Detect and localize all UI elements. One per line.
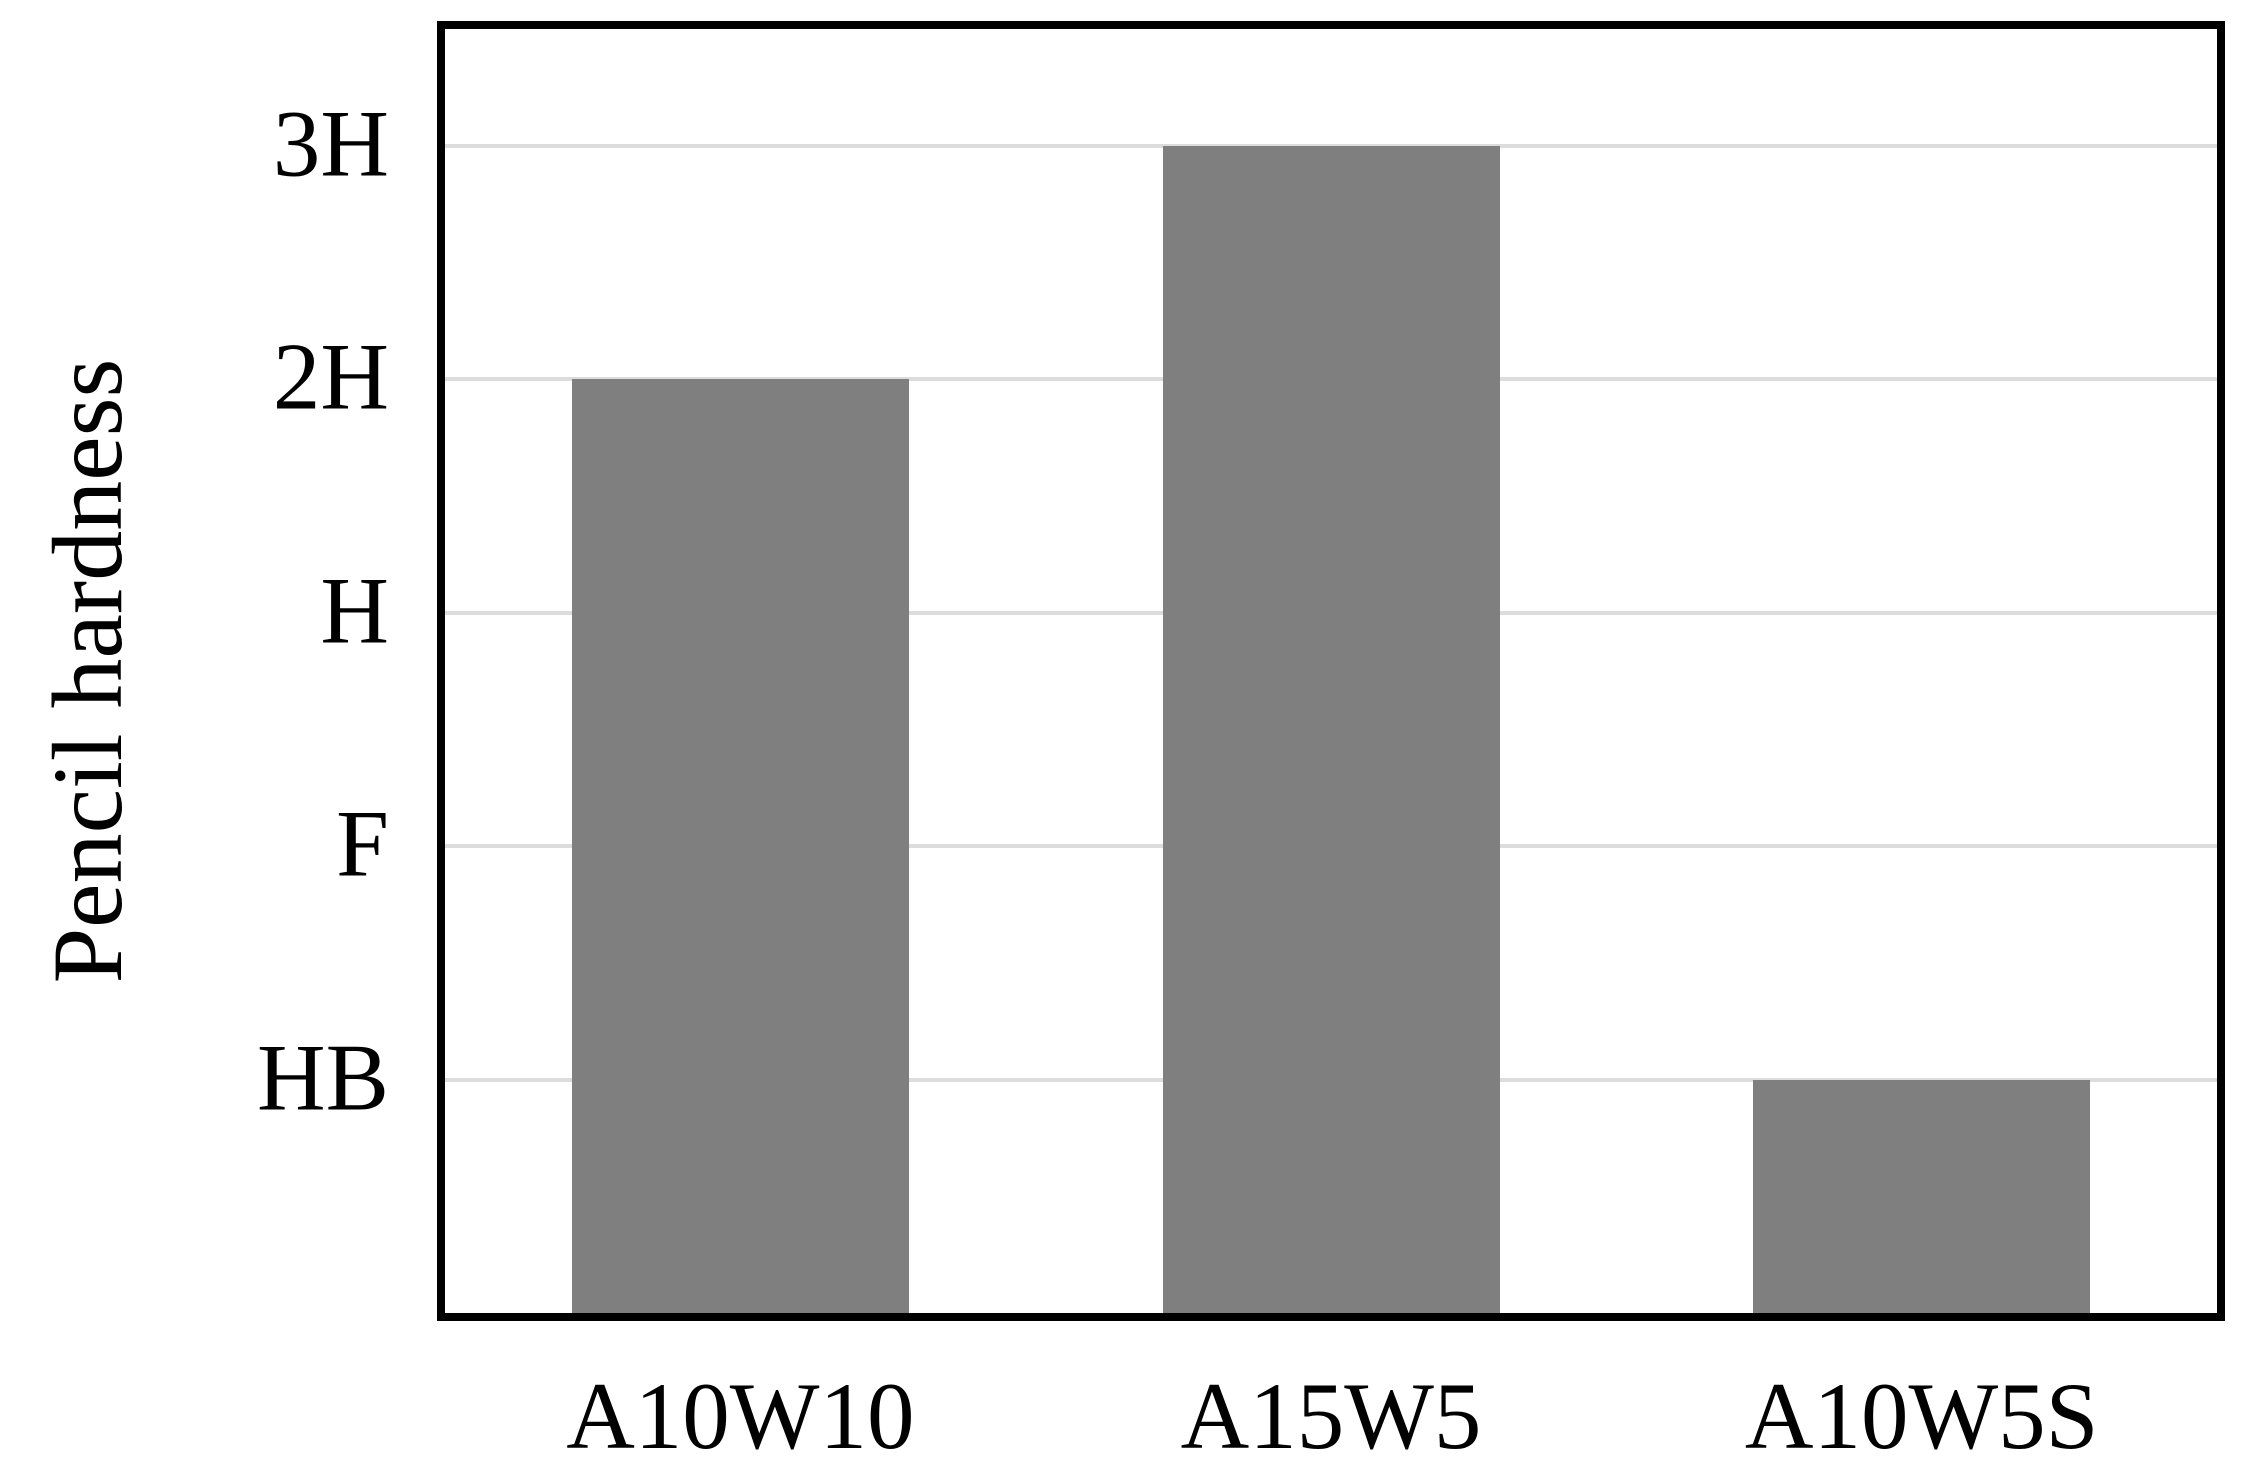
bar-A15W5 bbox=[1163, 146, 1500, 1313]
y-tick-label: H bbox=[320, 557, 389, 664]
y-tick-label: 3H bbox=[272, 90, 389, 197]
x-category-label: A10W10 bbox=[566, 1363, 915, 1469]
y-axis-title: Pencil hardness bbox=[32, 358, 143, 984]
y-tick-label: HB bbox=[257, 1024, 389, 1131]
y-tick-label: F bbox=[336, 790, 389, 897]
x-category-label: A10W5S bbox=[1744, 1363, 2099, 1469]
gridline-3H bbox=[445, 143, 2217, 148]
y-tick-label: 2H bbox=[272, 323, 389, 430]
x-category-label: A15W5 bbox=[1180, 1363, 1482, 1469]
plot-area: HB F H 2H 3H A10W10 A15W5 A10W5S bbox=[257, 29, 2217, 1464]
bar-A10W5S bbox=[1753, 1080, 2090, 1313]
bar-A10W10 bbox=[572, 379, 909, 1313]
